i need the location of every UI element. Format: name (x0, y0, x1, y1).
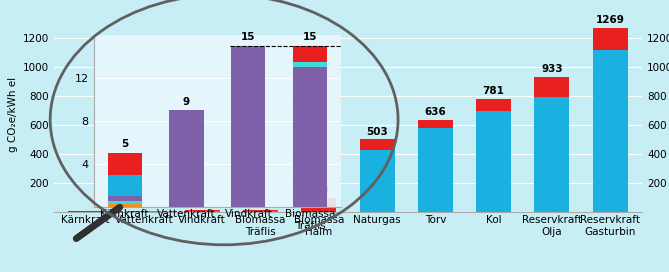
Bar (418, 128, 453, 212)
Bar (108, 203, 142, 207)
Text: 636: 636 (424, 107, 446, 117)
Bar (293, 67, 327, 207)
Bar (418, 120, 453, 128)
Bar (359, 150, 395, 212)
Bar (243, 210, 278, 211)
Text: 781: 781 (482, 86, 504, 96)
Text: 933: 933 (541, 64, 563, 74)
Bar (593, 50, 628, 212)
Bar (108, 175, 142, 196)
Bar (108, 201, 142, 207)
Bar (231, 46, 266, 207)
Y-axis label: g CO₂e/kWh el: g CO₂e/kWh el (8, 77, 18, 152)
Text: 9: 9 (183, 97, 190, 107)
Bar (293, 46, 327, 62)
Text: 503: 503 (366, 126, 388, 137)
Text: 100: 100 (308, 185, 330, 195)
Text: 1269: 1269 (595, 16, 625, 26)
Text: 15: 15 (241, 32, 256, 42)
Bar (535, 97, 569, 212)
Bar (185, 211, 219, 212)
Bar (476, 111, 511, 212)
Bar (359, 139, 395, 150)
Bar (293, 67, 327, 207)
Text: 5: 5 (121, 140, 128, 149)
Bar (476, 99, 511, 111)
Bar (108, 153, 142, 175)
Bar (68, 211, 103, 212)
Bar (126, 211, 161, 212)
Bar (243, 211, 278, 212)
Text: 15: 15 (303, 32, 318, 42)
Bar (169, 110, 203, 207)
Bar (593, 28, 628, 50)
Bar (293, 62, 327, 67)
Bar (301, 198, 337, 212)
Bar (108, 196, 142, 201)
Bar (535, 77, 569, 97)
Bar (108, 201, 142, 203)
Bar (185, 210, 219, 211)
